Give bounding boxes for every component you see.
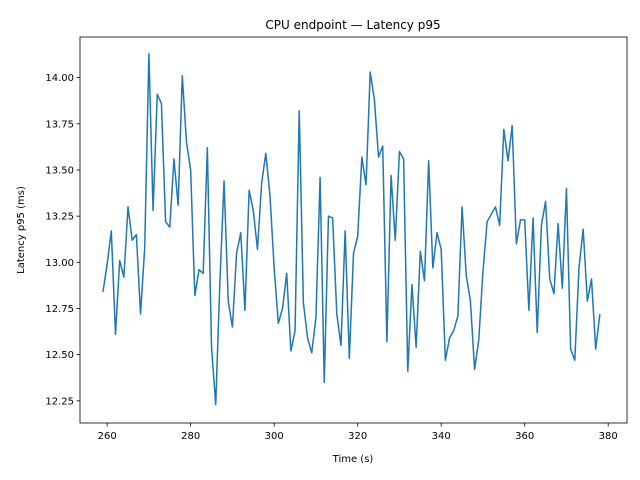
x-axis-title: Time (s) [332,454,374,465]
x-tick-label: 280 [181,431,200,442]
x-tick-label: 340 [432,431,451,442]
axes-frame [79,36,628,424]
plot-area: 260 280 300 320 340 360 380 12.25 12.50 12.75 13.0… [45,36,628,442]
y-tick-label: 13.25 [45,212,74,223]
x-tick-label: 380 [599,431,618,442]
x-tick-label: 300 [265,431,284,442]
x-tick-label: 260 [98,431,117,442]
y-tick-label: 12.50 [45,350,74,361]
chart-title: CPU endpoint — Latency p95 [265,18,440,32]
series-line [102,52,601,406]
y-tick-label: 12.75 [45,304,74,315]
y-tick-label: 14.00 [45,73,74,84]
x-tick-label: 320 [348,431,367,442]
x-tick-label: 360 [515,431,534,442]
y-tick-label: 12.25 [45,396,74,407]
y-tick-label: 13.50 [45,165,74,176]
y-tick-label: 13.00 [45,258,74,269]
y-axis-title: Latency p95 (ms) [16,186,27,274]
y-tick-label: 13.75 [45,119,74,130]
